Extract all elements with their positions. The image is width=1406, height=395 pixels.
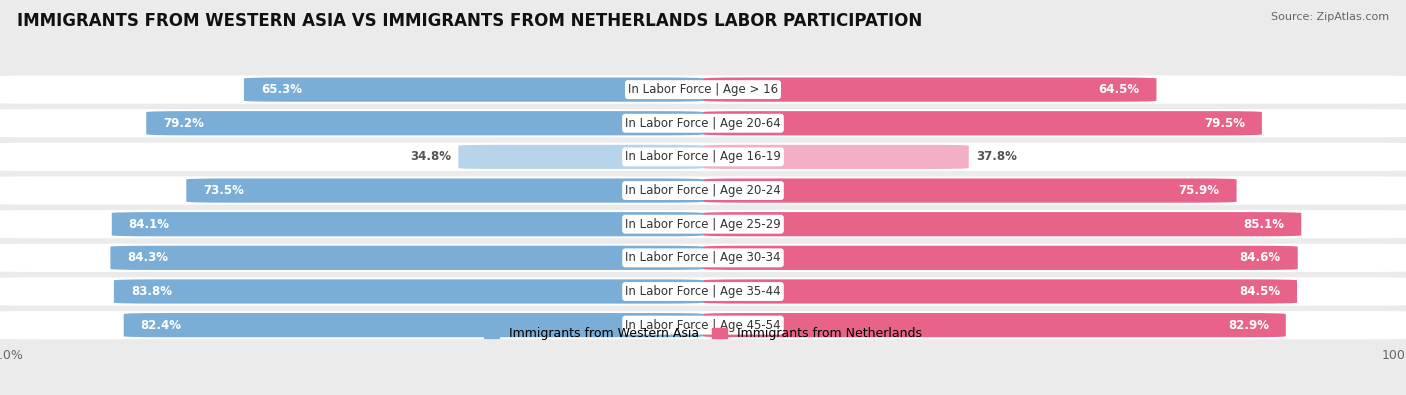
Text: In Labor Force | Age 30-34: In Labor Force | Age 30-34 [626,251,780,264]
FancyBboxPatch shape [703,313,1286,337]
Text: In Labor Force | Age 35-44: In Labor Force | Age 35-44 [626,285,780,298]
FancyBboxPatch shape [0,143,1406,171]
Text: 34.8%: 34.8% [411,150,451,164]
Text: 64.5%: 64.5% [1098,83,1140,96]
FancyBboxPatch shape [703,77,1156,102]
Text: 85.1%: 85.1% [1243,218,1285,231]
Text: Source: ZipAtlas.com: Source: ZipAtlas.com [1271,12,1389,22]
FancyBboxPatch shape [458,145,703,169]
FancyBboxPatch shape [703,179,1237,203]
Text: 84.3%: 84.3% [128,251,169,264]
FancyBboxPatch shape [0,109,1406,137]
FancyBboxPatch shape [245,77,703,102]
Text: 37.8%: 37.8% [976,150,1017,164]
Text: 83.8%: 83.8% [131,285,172,298]
FancyBboxPatch shape [111,246,703,270]
FancyBboxPatch shape [703,246,1298,270]
Text: 65.3%: 65.3% [262,83,302,96]
Text: 82.9%: 82.9% [1227,319,1270,332]
Text: In Labor Force | Age > 16: In Labor Force | Age > 16 [628,83,778,96]
FancyBboxPatch shape [186,179,703,203]
Text: 82.4%: 82.4% [141,319,181,332]
FancyBboxPatch shape [0,311,1406,339]
Text: 79.2%: 79.2% [163,117,204,130]
FancyBboxPatch shape [0,244,1406,272]
FancyBboxPatch shape [146,111,703,135]
Text: In Labor Force | Age 20-64: In Labor Force | Age 20-64 [626,117,780,130]
Text: 84.1%: 84.1% [129,218,170,231]
FancyBboxPatch shape [112,212,703,236]
FancyBboxPatch shape [0,210,1406,238]
Text: 79.5%: 79.5% [1204,117,1246,130]
Text: 75.9%: 75.9% [1178,184,1220,197]
FancyBboxPatch shape [703,111,1263,135]
FancyBboxPatch shape [124,313,703,337]
FancyBboxPatch shape [703,212,1302,236]
FancyBboxPatch shape [703,279,1298,304]
FancyBboxPatch shape [703,145,969,169]
FancyBboxPatch shape [0,277,1406,306]
Text: IMMIGRANTS FROM WESTERN ASIA VS IMMIGRANTS FROM NETHERLANDS LABOR PARTICIPATION: IMMIGRANTS FROM WESTERN ASIA VS IMMIGRAN… [17,12,922,30]
Text: 73.5%: 73.5% [204,184,245,197]
FancyBboxPatch shape [114,279,703,304]
FancyBboxPatch shape [0,75,1406,104]
Text: In Labor Force | Age 20-24: In Labor Force | Age 20-24 [626,184,780,197]
Text: In Labor Force | Age 25-29: In Labor Force | Age 25-29 [626,218,780,231]
Text: 84.6%: 84.6% [1240,251,1281,264]
FancyBboxPatch shape [0,177,1406,205]
Legend: Immigrants from Western Asia, Immigrants from Netherlands: Immigrants from Western Asia, Immigrants… [484,327,922,340]
Text: In Labor Force | Age 45-54: In Labor Force | Age 45-54 [626,319,780,332]
Text: In Labor Force | Age 16-19: In Labor Force | Age 16-19 [626,150,780,164]
Text: 84.5%: 84.5% [1239,285,1281,298]
